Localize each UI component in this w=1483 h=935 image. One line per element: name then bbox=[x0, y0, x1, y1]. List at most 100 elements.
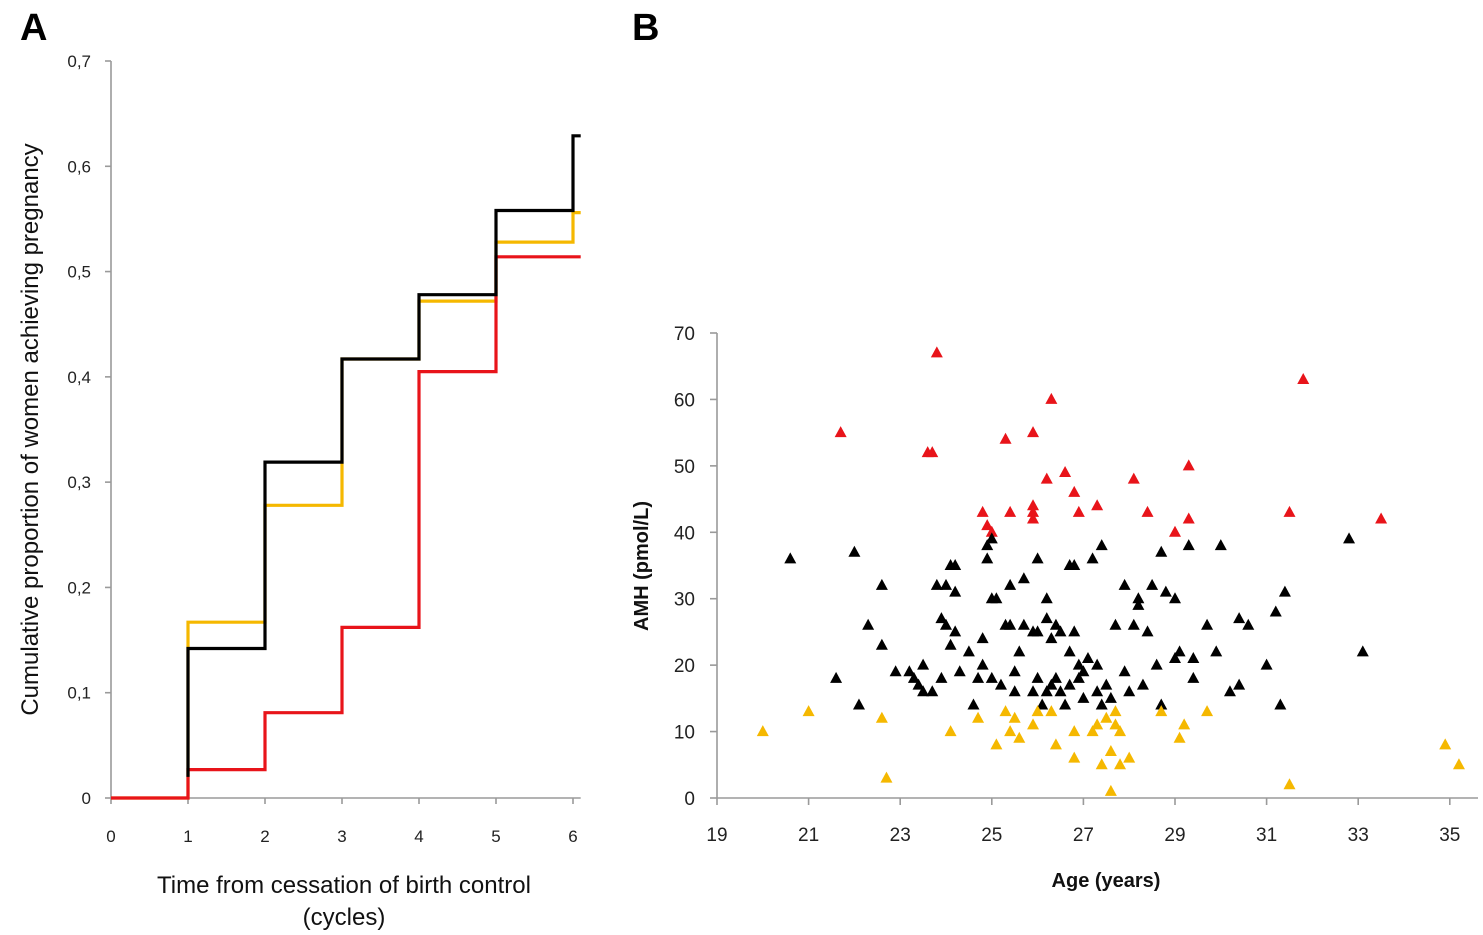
scatter-point bbox=[1013, 731, 1026, 743]
scatter-point bbox=[1027, 505, 1040, 517]
scatter-point bbox=[1201, 705, 1214, 717]
scatter-point bbox=[967, 698, 980, 710]
scatter-point bbox=[930, 578, 943, 590]
scatter-point bbox=[756, 725, 769, 737]
scatter-point bbox=[848, 545, 861, 557]
scatter-point bbox=[1004, 618, 1017, 630]
scatter-point bbox=[1077, 691, 1090, 703]
x-tick-label-b: 31 bbox=[1256, 825, 1277, 846]
scatter-point bbox=[1187, 671, 1200, 683]
scatter-point bbox=[976, 658, 989, 670]
series-line-a bbox=[186, 134, 581, 777]
scatter-point bbox=[981, 539, 994, 551]
scatter-point bbox=[1031, 705, 1044, 717]
scatter-point bbox=[999, 705, 1012, 717]
scatter-point bbox=[926, 446, 939, 458]
y-tick-label-a: 0,4 bbox=[67, 368, 91, 387]
scatter-point bbox=[1123, 751, 1136, 763]
scatter-point bbox=[1059, 466, 1072, 477]
scatter-point bbox=[985, 532, 998, 544]
scatter-point bbox=[981, 519, 994, 531]
scatter-point bbox=[1210, 645, 1223, 657]
scatter-point bbox=[1027, 499, 1040, 511]
x-tick-label-b: 29 bbox=[1164, 825, 1185, 846]
scatter-point bbox=[985, 671, 998, 683]
scatter-point bbox=[834, 426, 847, 438]
scatter-point bbox=[1146, 578, 1159, 590]
y-tick-label-a: 0 bbox=[82, 789, 91, 808]
scatter-point bbox=[949, 625, 962, 637]
scatter-point bbox=[1004, 578, 1017, 590]
scatter-point bbox=[1278, 585, 1291, 597]
scatter-point bbox=[1114, 725, 1127, 737]
scatter-point bbox=[1068, 725, 1081, 737]
scatter-point bbox=[1027, 685, 1040, 697]
scatter-point bbox=[1068, 625, 1081, 637]
scatter-point bbox=[1155, 705, 1168, 717]
scatter-point bbox=[962, 645, 975, 657]
scatter-point bbox=[1008, 685, 1021, 697]
scatter-point bbox=[1036, 698, 1049, 710]
scatter-point bbox=[994, 678, 1007, 690]
scatter-point bbox=[1223, 685, 1236, 697]
scatter-point bbox=[852, 698, 865, 710]
scatter-point bbox=[1054, 625, 1067, 637]
y-tick-label-b: 20 bbox=[674, 656, 695, 677]
scatter-point bbox=[1173, 731, 1186, 743]
scatter-point bbox=[1013, 645, 1026, 657]
scatter-point bbox=[1104, 784, 1117, 796]
scatter-point bbox=[953, 665, 966, 677]
y-tick-label-b: 10 bbox=[674, 723, 695, 744]
chart-b-scatter: 0 10 20 30 40 50 60 70 19 21 23 25 27 29 31 33 35 Age (ye… bbox=[631, 324, 1478, 892]
scatter-point bbox=[1127, 618, 1140, 630]
scatter-point bbox=[1109, 618, 1122, 630]
scatter-point bbox=[1141, 625, 1154, 637]
scatter-point bbox=[1283, 778, 1296, 790]
scatter-point bbox=[1031, 671, 1044, 683]
scatter-point bbox=[903, 665, 916, 677]
scatter-point bbox=[1274, 698, 1287, 710]
scatter-point bbox=[935, 612, 948, 624]
chart-a-km-curve: 0 0,1 0,2 0,3 0,4 0,5 0,6 0,7 0 1 2 3 4 5 6 Time from c… bbox=[17, 52, 581, 931]
x-tick-label-b: 35 bbox=[1439, 825, 1460, 846]
scatter-point bbox=[1233, 612, 1246, 624]
x-tick-label-b: 21 bbox=[798, 825, 819, 846]
scatter-point bbox=[1109, 705, 1122, 717]
scatter-point bbox=[1068, 559, 1081, 570]
panel-label-b: B bbox=[632, 7, 659, 49]
scatter-point bbox=[875, 638, 888, 650]
scatter-point bbox=[1045, 678, 1058, 690]
panel-label-a: A bbox=[20, 7, 47, 49]
scatter-point bbox=[1201, 618, 1214, 630]
scatter-point bbox=[1031, 625, 1044, 637]
scatter-point bbox=[1187, 652, 1200, 663]
scatter-point bbox=[1118, 578, 1131, 590]
scatter-point bbox=[1173, 645, 1186, 657]
scatter-point bbox=[1242, 618, 1255, 630]
scatter-point bbox=[1182, 512, 1195, 524]
scatter-point bbox=[1169, 592, 1181, 604]
scatter-point bbox=[935, 671, 948, 683]
scatter-point bbox=[944, 638, 957, 650]
scatter-point bbox=[1004, 505, 1017, 517]
scatter-point bbox=[930, 346, 943, 358]
scatter-point bbox=[875, 711, 888, 723]
scatter-point bbox=[1100, 711, 1113, 723]
scatter-point bbox=[1141, 505, 1154, 517]
scatter-point bbox=[1040, 472, 1053, 484]
scatter-point bbox=[1114, 758, 1127, 770]
scatter-point bbox=[802, 705, 815, 717]
scatter-point bbox=[1059, 698, 1072, 710]
scatter-point bbox=[880, 771, 893, 783]
scatter-point bbox=[999, 432, 1012, 444]
y-tick-label-b: 40 bbox=[674, 523, 695, 544]
y-tick-label-a: 0,2 bbox=[67, 578, 91, 597]
scatter-point bbox=[1045, 392, 1058, 404]
scatter-point bbox=[1063, 678, 1076, 690]
y-tick-label-b: 60 bbox=[674, 390, 695, 411]
scatter-point bbox=[1150, 658, 1163, 670]
x-tick-label-a: 2 bbox=[260, 827, 269, 846]
scatter-point bbox=[940, 578, 952, 590]
scatter-point bbox=[1049, 738, 1062, 750]
